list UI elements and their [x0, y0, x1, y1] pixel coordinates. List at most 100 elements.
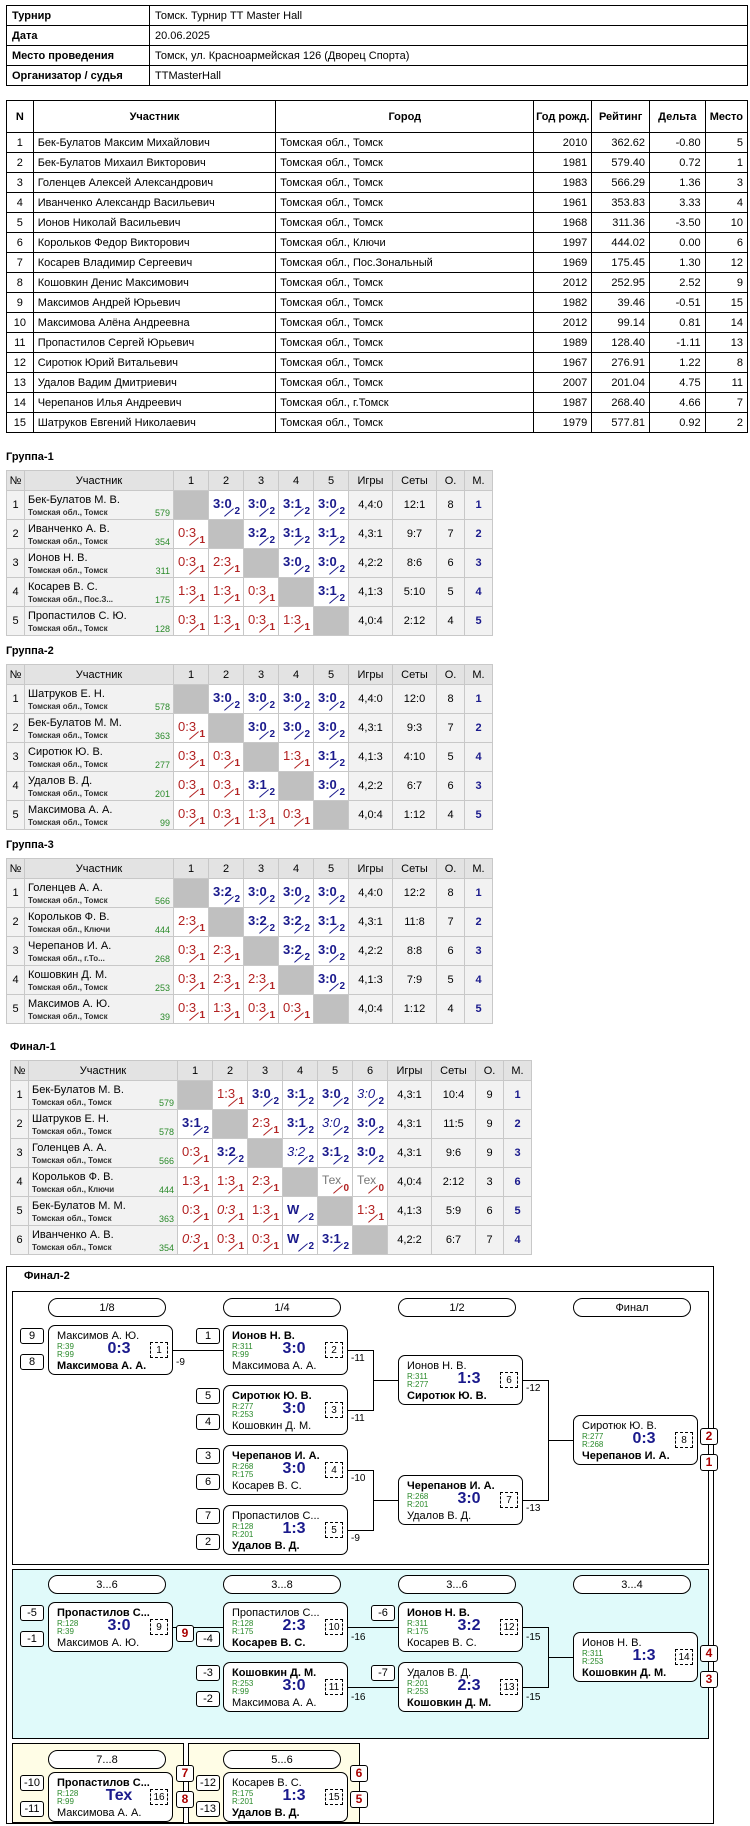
player-city: Томская обл., Томск	[28, 983, 108, 992]
player-city: Томская обл., Томск	[28, 731, 108, 740]
player-place: 1	[464, 878, 493, 908]
score-value: 2:3	[252, 1173, 271, 1188]
match-top-player: Черепанов И. А.	[407, 1480, 495, 1492]
score-cell: 3:1 2	[317, 1225, 353, 1255]
column-header: 2	[208, 664, 244, 685]
column-header: Игры	[387, 1060, 432, 1081]
player-points: 8	[436, 684, 465, 714]
score-cell: 2:3 1	[247, 1109, 283, 1139]
score-value: 0:3	[252, 1231, 271, 1246]
score-cell: 1:3 1	[278, 742, 314, 772]
column-header: 6	[352, 1060, 388, 1081]
score-cell: 3:0 2	[208, 684, 244, 714]
player-games: 4,3:1	[348, 907, 393, 937]
participant-cell: 2	[704, 412, 749, 433]
match-bottom-rating: R:175	[232, 1470, 254, 1479]
player-city: Томская обл., Томск	[28, 537, 108, 546]
score-cell: 0:3 1	[177, 1196, 213, 1226]
match-bottom-rating: R:253	[407, 1687, 429, 1696]
match-box: Удалов В. Д. R:201 R:253 Кошовкин Д. М. 2:3 1…	[398, 1662, 523, 1712]
match-bottom-player: Косарев В. С.	[232, 1480, 302, 1492]
player-place: 2	[464, 907, 493, 937]
score-points: 2	[304, 923, 310, 934]
match-number: 2	[325, 1342, 343, 1358]
player-sets: 5:9	[431, 1196, 476, 1226]
match-top-player: Пропастилов С...	[232, 1607, 320, 1619]
match-top-rating: R:311	[232, 1342, 253, 1351]
group-row: 4 Косарев В. С. Томская обл., Пос.З... 175 1…	[6, 577, 493, 607]
player-games: 4,1:3	[348, 577, 393, 607]
info-key: Дата	[6, 25, 150, 46]
participant-cell: 128.40	[591, 332, 651, 353]
participant-cell: -1.11	[649, 332, 706, 353]
score-points: 2	[343, 1154, 349, 1165]
score-cell: 2:3 1	[208, 936, 244, 966]
player-sets: 8:6	[392, 548, 437, 578]
match-score: 1:3	[632, 1647, 656, 1664]
participant-cell: 1989	[533, 332, 593, 353]
score-value: 2:3	[178, 913, 197, 928]
diagonal-cell	[313, 800, 349, 830]
participant-cell: 4.75	[649, 372, 706, 393]
match-top-player: Ионов Н. В.	[407, 1360, 467, 1372]
loser-ref: -15	[526, 1692, 541, 1703]
player-number: 1	[6, 878, 25, 908]
column-header: Участник	[32, 100, 277, 133]
score-value: 0:3	[178, 777, 197, 792]
player-games: 4,3:1	[387, 1109, 432, 1139]
score-value: 1:3	[178, 583, 197, 598]
score-cell: 3:0 2	[352, 1109, 388, 1139]
player-number: 4	[10, 1167, 29, 1197]
match-bottom-player: Кошовкин Д. М.	[232, 1420, 312, 1432]
column-header: №	[6, 858, 25, 879]
score-cell: 3:0 2	[278, 713, 314, 743]
place-number: 1	[700, 1454, 718, 1471]
score-value: 3:1	[182, 1115, 201, 1130]
group-title: Группа-3	[6, 839, 54, 851]
score-cell: 3:0 2	[313, 878, 349, 908]
player-number: 2	[6, 519, 25, 549]
group-row: 3 Черепанов И. А. Томская обл., г.То... 268…	[6, 936, 493, 966]
score-value: 3:2	[217, 1144, 236, 1159]
player-name: Сиротюк Ю. В.	[28, 746, 103, 758]
player-games: 4,0:4	[348, 994, 393, 1024]
column-header: 2	[208, 858, 244, 879]
participant-cell: 14	[704, 312, 749, 333]
score-cell: 3:1 2	[243, 771, 279, 801]
loser-ref: -9	[351, 1533, 360, 1544]
participant-cell: 1961	[533, 192, 593, 213]
score-cell: 3:1 2	[282, 1109, 318, 1139]
participant-cell: 276.91	[591, 352, 651, 373]
column-header: №	[6, 664, 25, 685]
participant-cell: Томская обл., Томск	[275, 412, 535, 433]
player-points: 6	[475, 1196, 504, 1226]
loser-ref: -12	[526, 1383, 541, 1394]
player-name-cell: Удалов В. Д. Томская обл., Томск 201	[24, 771, 174, 801]
participant-cell: 1982	[533, 292, 593, 313]
score-points: 1	[199, 952, 205, 963]
player-number: 5	[6, 994, 25, 1024]
player-rating: 277	[154, 760, 170, 770]
player-games: 4,2:2	[348, 771, 393, 801]
player-games: 4,1:3	[387, 1196, 432, 1226]
column-header: М.	[464, 664, 493, 685]
group-row: 5 Пропастилов С. Ю. Томская обл., Томск 128…	[6, 606, 493, 636]
player-name: Кошовкин Д. М.	[28, 969, 108, 981]
participant-cell: 8	[6, 272, 34, 293]
player-number: 4	[6, 965, 25, 995]
info-row: Турнир Томск. Турнир ТТ Master Hall	[6, 5, 748, 26]
score-points: 2	[269, 729, 275, 740]
player-points: 5	[436, 577, 465, 607]
player-place: 3	[464, 936, 493, 966]
score-value: 3:0	[283, 719, 302, 734]
score-cell: 3:0 2	[247, 1080, 283, 1110]
player-place: 6	[503, 1167, 532, 1197]
place-number: 2	[700, 1428, 718, 1445]
player-city: Томская обл., Ключи	[32, 1185, 115, 1194]
player-place: 5	[464, 800, 493, 830]
participant-cell: 1	[6, 132, 34, 153]
score-value: 0:3	[178, 748, 197, 763]
round-label: 3...8	[223, 1575, 341, 1594]
participant-cell: 2	[6, 152, 34, 173]
score-cell: 3:0 2	[313, 713, 349, 743]
